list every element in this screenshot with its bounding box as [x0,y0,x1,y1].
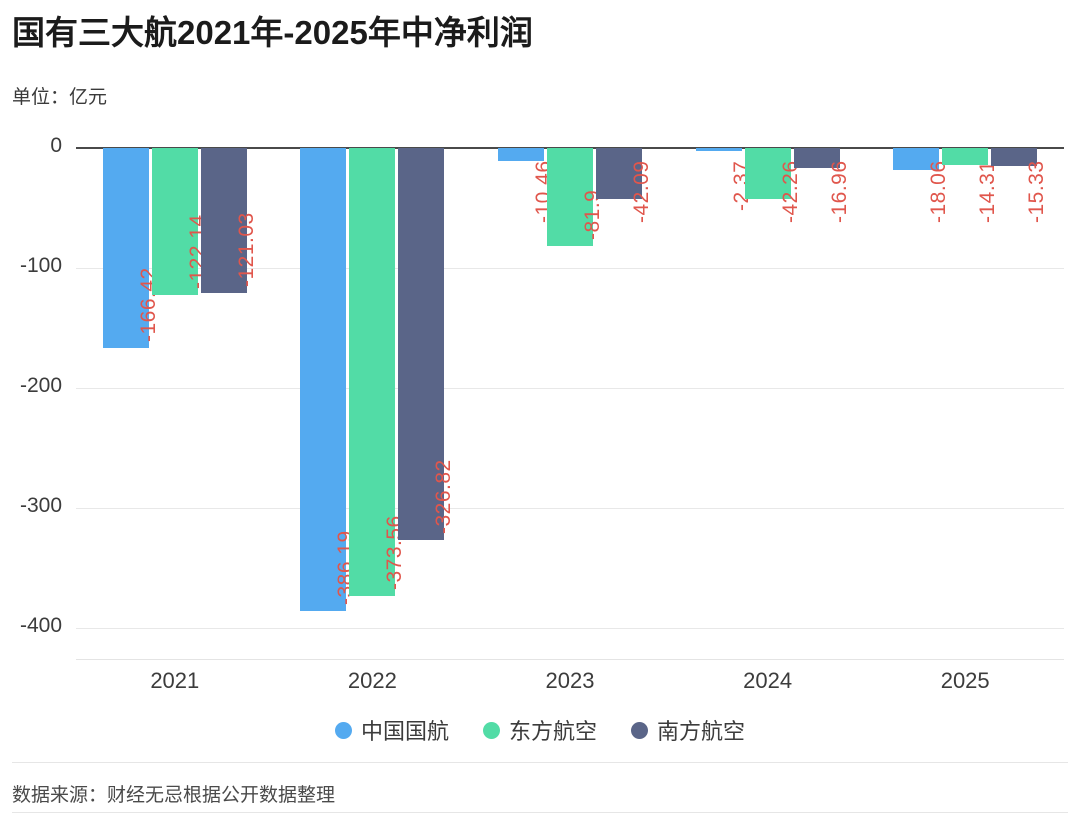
page-title: 国有三大航2021年-2025年中净利润 [12,14,533,51]
legend-item[interactable]: 南方航空 [631,714,745,746]
bar[interactable] [349,148,396,597]
gridline [76,268,1064,269]
plot-area: 0 -100 -200 -300 -400 -166.42 -122.14 -121.03-… [20,134,1064,693]
x-axis-tick-label: 2024 [743,668,793,693]
legend-item[interactable]: 东方航空 [482,714,597,746]
legend-label: 东方航空 [508,719,597,744]
footer-divider [12,762,1068,763]
bar[interactable] [498,148,544,161]
bar[interactable] [596,148,642,199]
gridline [76,628,1064,629]
footer-source: 数据来源：财经无忌根据公开数据整理 [12,785,336,806]
bar-value-label: -42.09 [630,160,653,224]
bar[interactable] [695,148,742,151]
bar[interactable] [300,148,347,612]
bar-value-label: -18.06 [927,160,951,224]
bar[interactable] [200,148,247,294]
x-axis-tick-label: 2025 [940,668,990,693]
footer-divider-bottom [12,812,1068,813]
bar[interactable] [893,148,940,170]
x-axis-tick-label: 2022 [347,668,397,693]
legend-swatch-icon [334,721,352,739]
bar-value-label: -121.03 [234,212,258,288]
chart-legend: 中国国航 东方航空 南方航空 [0,714,1080,746]
bar[interactable] [991,148,1038,167]
bar-value-label: -326.82 [432,459,456,535]
legend-swatch-icon [631,721,648,739]
bar[interactable] [744,148,791,199]
bar[interactable] [547,148,593,247]
legend-item[interactable]: 中国国航 [334,714,449,746]
bar[interactable] [793,148,840,169]
x-axis-tick-label: 2023 [545,668,595,693]
bar[interactable] [398,148,445,541]
bar-value-label: -16.96 [827,160,851,224]
x-axis-tick-label: 2021 [150,668,200,693]
bar-value-label: -15.33 [1025,160,1049,224]
legend-swatch-icon [482,721,500,739]
legend-label: 中国国航 [360,719,449,744]
y-axis-tick-label: -100 [19,254,62,277]
y-axis-tick-label: -300 [19,494,62,517]
unit-label: 单位：亿元 [12,87,108,108]
bar[interactable] [102,148,149,348]
gridline [76,388,1064,389]
y-axis-tick-label: 0 [50,134,62,157]
x-axis-line [76,659,1064,660]
bar-value-label: -42.26 [778,160,802,224]
bar-value-label: -14.31 [976,160,1000,224]
y-axis-tick-label: -400 [19,614,62,637]
bar[interactable] [151,148,198,295]
bar[interactable] [942,148,989,166]
y-axis-tick-label: -200 [19,374,62,397]
gridline [76,508,1064,509]
legend-label: 南方航空 [657,719,746,744]
